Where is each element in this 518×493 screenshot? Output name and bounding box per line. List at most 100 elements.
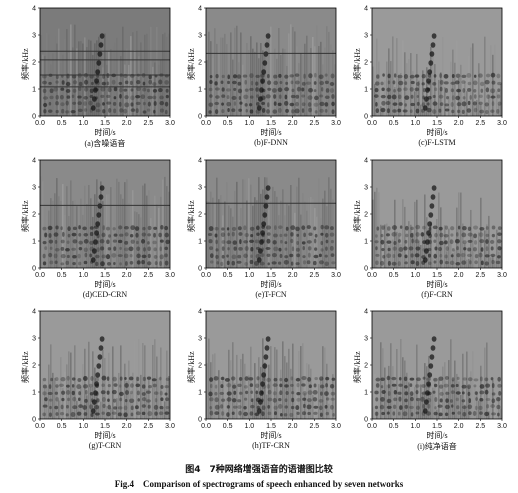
harmonic-blob	[296, 382, 300, 388]
spectrogram-column	[450, 339, 452, 419]
harmonic-blob	[376, 74, 380, 79]
harmonic-blob	[278, 398, 282, 402]
formant-sweep	[260, 381, 265, 387]
harmonic-blob	[291, 109, 295, 114]
harmonic-blob	[255, 74, 260, 78]
spectrogram-column	[274, 191, 276, 268]
spectrogram-column	[454, 360, 456, 419]
harmonic-blob	[107, 247, 112, 251]
harmonic-blob	[130, 88, 134, 92]
harmonic-blob	[209, 80, 213, 85]
harmonic-blob	[71, 384, 75, 388]
harmonic-blob	[250, 234, 254, 238]
harmonic-blob	[266, 384, 271, 389]
y-tick-label: 4	[32, 309, 36, 316]
harmonic-blob	[404, 225, 409, 231]
harmonic-blob	[113, 233, 118, 237]
harmonic-blob	[101, 383, 106, 388]
panel-label: (i)纯净语音	[417, 442, 457, 451]
harmonic-blob	[47, 225, 53, 231]
harmonic-blob	[49, 88, 54, 94]
harmonic-blob	[313, 411, 318, 415]
spectrogram-column	[422, 232, 424, 268]
harmonic-blob	[273, 80, 279, 86]
y-axis-label: 频率/kHz	[21, 351, 30, 383]
harmonic-blob	[426, 102, 430, 106]
spectrogram-column	[478, 63, 480, 116]
harmonic-blob	[100, 94, 105, 99]
harmonic-blob	[274, 411, 277, 416]
spectrogram-column	[94, 194, 96, 268]
harmonic-blob	[278, 94, 282, 99]
harmonic-blob	[140, 94, 146, 100]
spectrogram-panel: 0.0 0.5 1.0 1.5 2.0 2.5 3.0 0 1 2 3 4 频率/kHz 时间/s (d)C…	[12, 152, 175, 302]
harmonic-blob	[238, 95, 242, 100]
harmonic-blob	[147, 404, 151, 409]
harmonic-blob	[111, 389, 117, 395]
harmonic-blob	[302, 246, 305, 251]
harmonic-blob	[498, 390, 502, 396]
harmonic-blob	[124, 240, 129, 245]
formant-sweep	[94, 230, 99, 236]
harmonic-blob	[55, 109, 59, 114]
x-tick-label: 3.0	[331, 272, 341, 279]
spectrogram-column	[376, 38, 378, 116]
harmonic-blob	[261, 411, 265, 417]
harmonic-blob	[491, 398, 496, 404]
harmonic-blob	[415, 108, 420, 114]
harmonic-blob	[236, 260, 242, 264]
harmonic-blob	[295, 405, 300, 411]
harmonic-blob	[456, 109, 461, 114]
harmonic-blob	[438, 376, 444, 381]
formant-sweep	[263, 203, 269, 209]
harmonic-blob	[113, 96, 117, 100]
harmonic-blob	[291, 88, 295, 93]
harmonic-blob	[159, 376, 162, 381]
harmonic-blob	[254, 239, 260, 244]
spectrogram-column	[64, 38, 66, 116]
harmonic-blob	[393, 88, 397, 93]
harmonic-blob	[484, 411, 490, 417]
harmonic-blob	[83, 260, 88, 265]
spectrogram-column	[300, 346, 302, 419]
harmonic-blob	[456, 232, 459, 237]
harmonic-blob	[61, 108, 65, 114]
harmonic-blob	[496, 396, 501, 402]
spectrogram-column	[280, 200, 282, 268]
spectrogram-column	[458, 381, 460, 419]
x-tick-label: 0.5	[57, 120, 67, 127]
formant-sweep	[256, 408, 262, 414]
harmonic-blob	[414, 74, 420, 78]
spectrogram-column	[150, 218, 152, 268]
spectrogram-column	[382, 109, 384, 116]
harmonic-blob	[78, 240, 83, 245]
harmonic-blob	[324, 225, 330, 230]
spectrogram-column	[246, 200, 248, 268]
harmonic-blob	[420, 232, 425, 237]
spectrogram-panel: 0.0 0.5 1.0 1.5 2.0 2.5 3.0 0 1 2 3 4 频率/kHz 时间/s (e)T…	[178, 152, 341, 302]
harmonic-blob	[249, 259, 254, 265]
spectrogram-column	[404, 206, 406, 268]
harmonic-blob	[72, 101, 77, 105]
harmonic-blob	[450, 226, 455, 231]
spectrogram-column	[118, 372, 120, 419]
spectrogram-column	[256, 390, 258, 419]
harmonic-blob	[467, 247, 472, 252]
spectrogram-column	[308, 52, 310, 116]
harmonic-blob	[135, 101, 141, 106]
y-tick-label: 0	[198, 266, 202, 273]
harmonic-blob	[409, 109, 413, 113]
spectrogram-column	[240, 32, 242, 117]
harmonic-blob	[280, 239, 283, 244]
harmonic-blob	[106, 81, 110, 86]
harmonic-blob	[291, 397, 295, 403]
spectrogram-column	[328, 177, 330, 268]
harmonic-blob	[289, 412, 294, 418]
spectrogram-column	[210, 362, 212, 419]
harmonic-blob	[44, 397, 48, 402]
y-axis-label: 频率/kHz	[353, 48, 362, 80]
harmonic-blob	[54, 377, 59, 381]
harmonic-blob	[296, 397, 301, 402]
harmonic-blob	[284, 377, 289, 383]
harmonic-blob	[72, 226, 77, 231]
